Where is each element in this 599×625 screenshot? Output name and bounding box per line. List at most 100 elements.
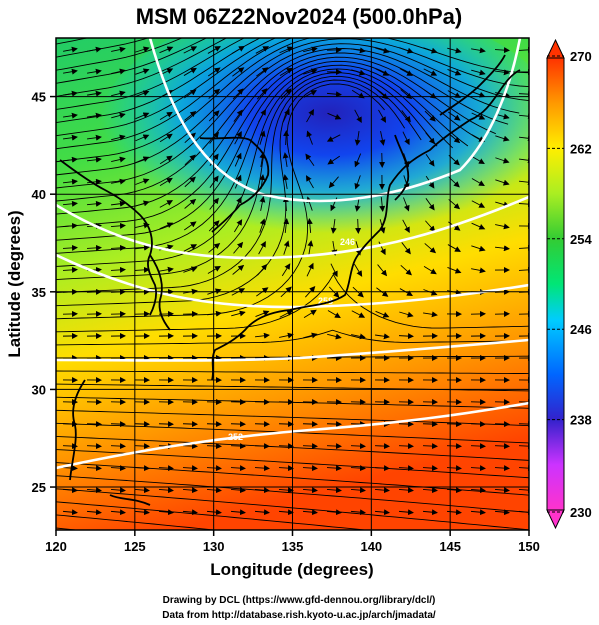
wind-arrow xyxy=(302,509,318,516)
wind-arrow xyxy=(354,109,362,124)
wind-arrow xyxy=(422,509,438,516)
wind-arrow xyxy=(425,153,435,167)
wind-arrow xyxy=(327,155,341,165)
wind-arrow xyxy=(306,130,313,145)
wind-arrow xyxy=(375,47,390,54)
wind-arrow xyxy=(183,46,198,54)
wind-arrow xyxy=(374,509,390,516)
wind-arrow xyxy=(184,110,197,121)
wind-arrow xyxy=(110,509,126,516)
wind-arrow xyxy=(330,263,338,278)
wind-arrow xyxy=(283,240,290,255)
wind-arrow xyxy=(63,68,78,75)
wind-arrow xyxy=(303,46,318,53)
wind-arrow xyxy=(111,90,126,97)
colorbar-tick-label: 270 xyxy=(570,49,592,64)
wind-arrow xyxy=(518,46,529,53)
wind-arrow xyxy=(257,263,268,276)
wind-arrow xyxy=(281,263,291,277)
y-axis-ticks: 25 30 35 40 45 xyxy=(32,90,56,495)
wind-arrow xyxy=(400,265,412,276)
streamline xyxy=(56,370,529,375)
wind-arrow xyxy=(135,156,150,164)
streamline xyxy=(56,60,483,241)
wind-arrow xyxy=(134,244,150,251)
wind-arrow xyxy=(87,46,102,53)
wind-arrow xyxy=(182,421,198,428)
wind-arrow xyxy=(110,266,126,273)
wind-arrow xyxy=(110,487,126,494)
wind-arrow xyxy=(184,154,196,166)
coast-hokkaido xyxy=(394,134,410,201)
wind-arrow xyxy=(471,245,486,252)
wind-arrow xyxy=(254,443,270,450)
colorbar-max-arrow xyxy=(546,38,565,59)
wind-arrow xyxy=(87,112,102,119)
coast-mainland-north xyxy=(199,136,270,233)
wind-arrow xyxy=(398,465,414,472)
wind-arrow xyxy=(111,46,126,53)
wind-arrow xyxy=(259,152,266,167)
streamline xyxy=(56,64,469,254)
wind-arrow xyxy=(402,219,410,234)
wind-arrow xyxy=(518,179,529,186)
wind-arrow xyxy=(230,443,246,450)
cold-core xyxy=(100,38,529,245)
streamline xyxy=(56,75,422,294)
wind-arrow xyxy=(184,132,196,143)
wind-arrow xyxy=(184,176,196,188)
isotherm-5 xyxy=(56,401,529,470)
wind-arrow xyxy=(518,487,529,494)
wind-arrow xyxy=(258,240,266,255)
wind-arrow xyxy=(425,220,436,233)
wind-arrow xyxy=(446,465,462,472)
streamline xyxy=(56,514,219,530)
wind-arrow xyxy=(87,90,102,97)
wind-arrow xyxy=(86,200,102,207)
y-tick-label: 30 xyxy=(32,382,46,397)
wind-arrow xyxy=(279,67,293,76)
wind-arrow xyxy=(518,443,529,450)
map-panel: 258 252 246 xyxy=(56,38,529,530)
wind-arrow xyxy=(182,487,198,494)
wind-arrow xyxy=(471,91,486,98)
wind-arrow xyxy=(183,67,197,76)
wind-arrow xyxy=(424,243,437,254)
coast-china-east xyxy=(69,379,86,481)
wind-arrow xyxy=(495,179,510,186)
wind-arrow xyxy=(326,134,341,142)
wind-arrow xyxy=(87,68,102,75)
wind-arrow xyxy=(518,266,529,273)
wind-arrow xyxy=(471,69,486,76)
wind-arrow xyxy=(233,241,244,254)
wind-arrow xyxy=(86,443,102,450)
wind-arrow xyxy=(374,443,390,450)
wind-arrow xyxy=(446,487,462,494)
wind-arrow xyxy=(495,223,510,230)
wind-arrow xyxy=(233,219,243,233)
wind-arrow xyxy=(63,46,78,53)
wind-arrow xyxy=(62,465,78,472)
wind-arrow xyxy=(326,91,342,98)
wind-arrow xyxy=(282,108,290,123)
wind-arrow xyxy=(354,131,361,146)
x-axis-label: Longitude (degrees) xyxy=(210,560,373,579)
wind-arrow xyxy=(230,465,246,472)
wind-arrow xyxy=(159,111,173,120)
wind-arrow xyxy=(254,465,270,472)
wind-arrow xyxy=(377,264,388,277)
wind-arrow xyxy=(158,421,174,428)
wind-arrow xyxy=(494,47,510,54)
wind-arrow xyxy=(134,487,150,494)
wind-arrow xyxy=(110,244,126,251)
wind-arrow xyxy=(447,47,462,54)
wind-arrow xyxy=(110,222,126,229)
wind-arrow xyxy=(134,509,150,516)
wind-arrow xyxy=(302,443,318,450)
wind-arrow xyxy=(399,47,414,54)
wind-arrow xyxy=(422,421,438,428)
wind-arrow xyxy=(134,443,150,450)
wind-arrow xyxy=(182,465,198,472)
streamline xyxy=(56,38,293,150)
wind-arrow xyxy=(62,222,78,229)
